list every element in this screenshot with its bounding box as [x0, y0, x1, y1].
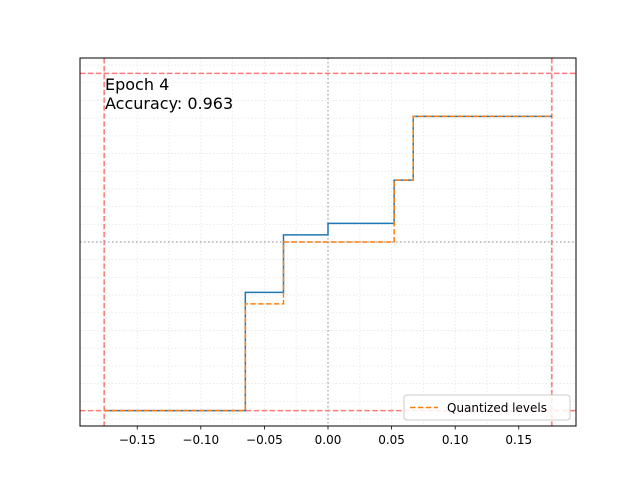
- legend-label-quantized: Quantized levels: [447, 401, 547, 415]
- x-tick-label: 0.00: [315, 433, 342, 447]
- x-tick-label: 0.15: [505, 433, 532, 447]
- annotation-epoch: Epoch 4: [105, 75, 169, 94]
- legend: Quantized levels: [403, 394, 571, 421]
- series-line-quantized: [104, 115, 552, 412]
- annotations: Epoch 4 Accuracy: 0.963: [105, 75, 233, 113]
- x-tick-label: 0.10: [442, 433, 469, 447]
- x-tick-label: −0.15: [119, 433, 156, 447]
- annotation-accuracy: Accuracy: 0.963: [105, 94, 233, 113]
- plot-area: −0.15 −0.10 −0.05 0.00 0.05 0.10 0.15 Epoch 4 …: [79, 57, 577, 447]
- x-tick-label: −0.05: [246, 433, 283, 447]
- x-tick-label: 0.05: [378, 433, 405, 447]
- series-layer: [104, 115, 552, 412]
- x-tick-label: −0.10: [182, 433, 219, 447]
- legend-box: [403, 394, 571, 421]
- x-axis-ticks: −0.15 −0.10 −0.05 0.00 0.05 0.10 0.15: [119, 426, 532, 447]
